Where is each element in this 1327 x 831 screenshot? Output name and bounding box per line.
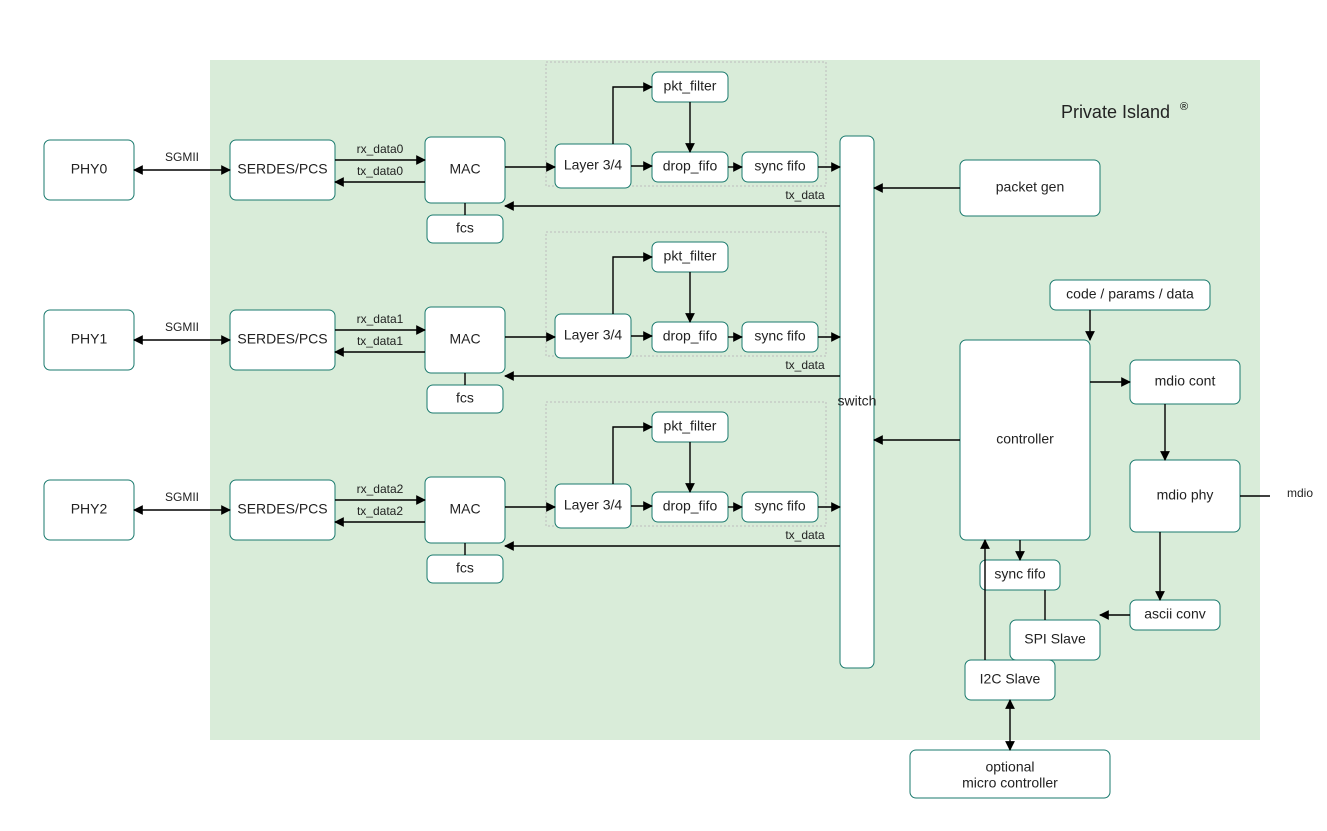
edge-label: SGMII [165,490,199,504]
ascii-conv-label: ascii conv [1144,606,1205,622]
code-params-label: code / params / data [1066,286,1194,302]
syncfifo2-label: sync fifo [754,498,806,514]
edge-label: rx_data0 [357,142,404,156]
pktfilter1-label: pkt_filter [664,248,717,264]
sync-fifo-r-label: sync fifo [994,566,1046,582]
edge-label: tx_data [785,188,825,202]
i2c-slave-label: I2C Slave [980,671,1041,687]
edge-label: tx_data [785,358,825,372]
dropfifo0-label: drop_fifo [663,158,718,174]
syncfifo0-label: sync fifo [754,158,806,174]
edge-label: tx_data [785,528,825,542]
edge-label: SGMII [165,320,199,334]
layer0-label: Layer 3/4 [564,157,623,173]
pktfilter2-label: pkt_filter [664,418,717,434]
layer1-label: Layer 3/4 [564,327,623,343]
serdes1-label: SERDES/PCS [237,331,327,347]
phy0-label: PHY0 [71,161,108,177]
spi-slave-label: SPI Slave [1024,631,1086,647]
chip-title: Private Island [1061,102,1170,122]
phy2-label: PHY2 [71,501,108,517]
edge-label: SGMII [165,150,199,164]
mac2-label: MAC [449,501,480,517]
reg-mark: ® [1180,101,1188,113]
micro-l2: micro controller [962,775,1058,791]
chip-bg [210,60,1260,740]
pktfilter0-label: pkt_filter [664,78,717,94]
fcs2-label: fcs [456,560,474,576]
edge-label: tx_data0 [357,164,403,178]
micro-l1: optional [985,759,1034,775]
edge-label: rx_data1 [357,312,404,326]
fcs0-label: fcs [456,220,474,236]
edge-label: tx_data2 [357,504,403,518]
edge-label: mdio [1287,486,1313,500]
dropfifo1-label: drop_fifo [663,328,718,344]
syncfifo1-label: sync fifo [754,328,806,344]
diagram: Private Island ® switch PHY0 SERDES/PCS MAC fc… [0,0,1327,831]
fcs1-label: fcs [456,390,474,406]
mac1-label: MAC [449,331,480,347]
edge-label: rx_data2 [357,482,404,496]
switch-label: switch [838,393,877,409]
mdio-cont-label: mdio cont [1155,373,1216,389]
phy1-label: PHY1 [71,331,108,347]
mdio-phy-label: mdio phy [1157,487,1214,503]
serdes2-label: SERDES/PCS [237,501,327,517]
edge-label: tx_data1 [357,334,403,348]
dropfifo2-label: drop_fifo [663,498,718,514]
mac0-label: MAC [449,161,480,177]
controller-label: controller [996,431,1054,447]
layer2-label: Layer 3/4 [564,497,623,513]
serdes0-label: SERDES/PCS [237,161,327,177]
packet-gen-label: packet gen [996,179,1065,195]
